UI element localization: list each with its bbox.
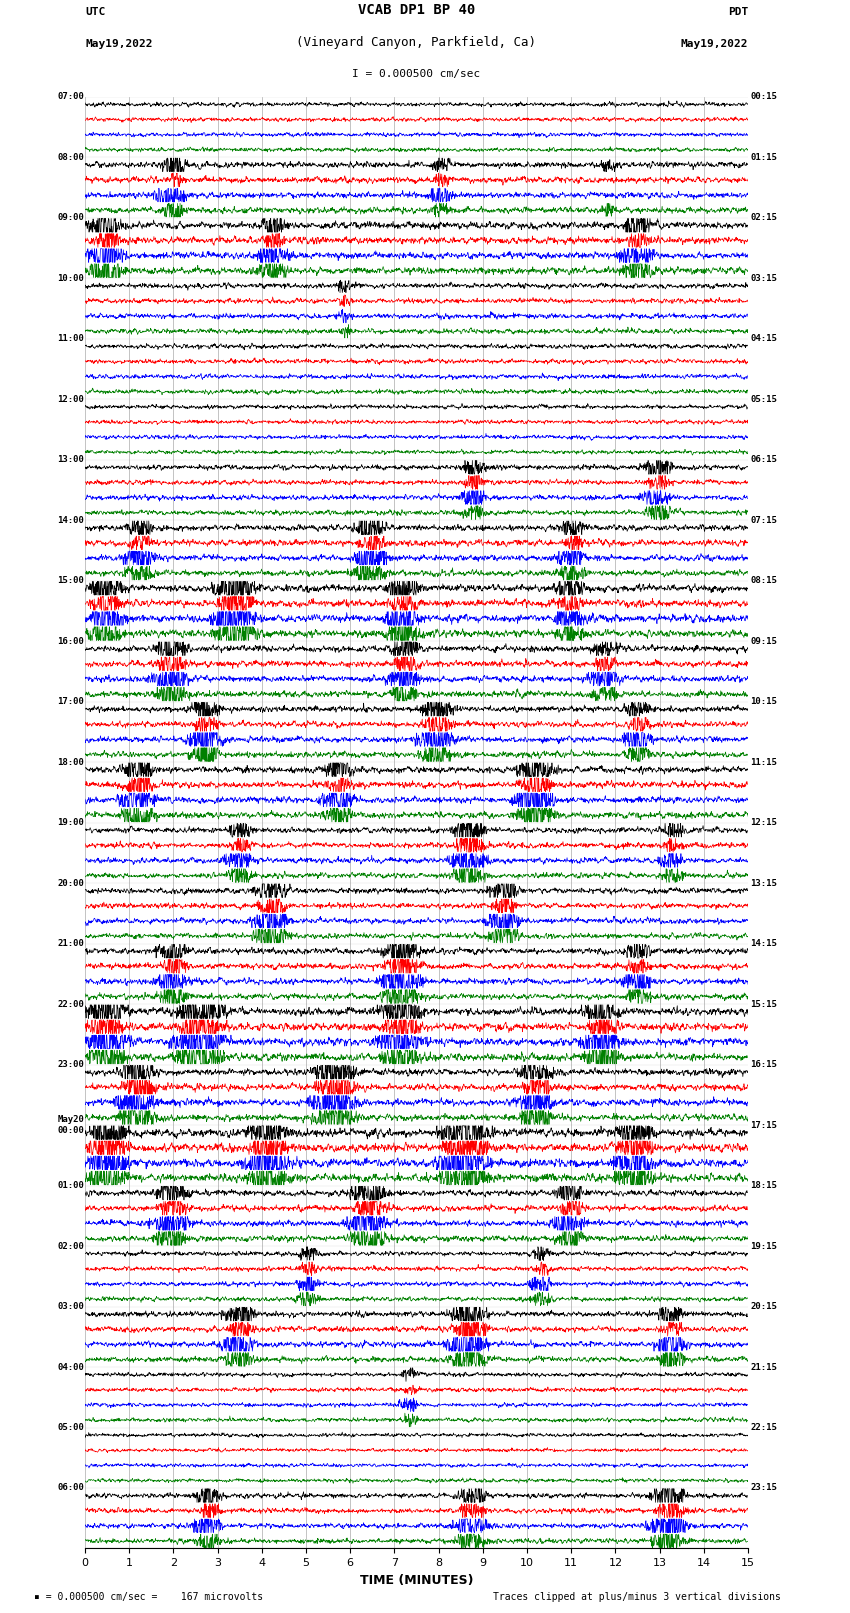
Text: 01:00: 01:00: [57, 1181, 84, 1190]
Text: 22:15: 22:15: [751, 1423, 777, 1432]
Text: May19,2022: May19,2022: [681, 39, 748, 48]
Text: 17:15: 17:15: [751, 1121, 777, 1129]
Text: 21:00: 21:00: [57, 939, 84, 948]
Text: 13:15: 13:15: [751, 879, 777, 887]
Text: 08:15: 08:15: [751, 576, 777, 586]
Text: 18:00: 18:00: [57, 758, 84, 766]
Text: 08:00: 08:00: [57, 153, 84, 161]
Text: May20
00:00: May20 00:00: [57, 1115, 84, 1136]
Text: 07:00: 07:00: [57, 92, 84, 102]
Text: 00:15: 00:15: [751, 92, 777, 102]
Text: 09:15: 09:15: [751, 637, 777, 645]
Text: 06:00: 06:00: [57, 1484, 84, 1492]
Text: 03:15: 03:15: [751, 274, 777, 282]
Text: ▪ = 0.000500 cm/sec =    167 microvolts: ▪ = 0.000500 cm/sec = 167 microvolts: [34, 1592, 264, 1602]
Text: 06:15: 06:15: [751, 455, 777, 465]
Text: 16:15: 16:15: [751, 1060, 777, 1069]
Text: 14:15: 14:15: [751, 939, 777, 948]
Text: 11:15: 11:15: [751, 758, 777, 766]
Text: 12:15: 12:15: [751, 818, 777, 827]
X-axis label: TIME (MINUTES): TIME (MINUTES): [360, 1574, 473, 1587]
Text: 16:00: 16:00: [57, 637, 84, 645]
Text: VCAB DP1 BP 40: VCAB DP1 BP 40: [358, 3, 475, 18]
Text: 01:15: 01:15: [751, 153, 777, 161]
Text: Traces clipped at plus/minus 3 vertical divisions: Traces clipped at plus/minus 3 vertical …: [493, 1592, 781, 1602]
Text: I = 0.000500 cm/sec: I = 0.000500 cm/sec: [353, 69, 480, 79]
Text: 09:00: 09:00: [57, 213, 84, 223]
Text: 17:00: 17:00: [57, 697, 84, 706]
Text: 13:00: 13:00: [57, 455, 84, 465]
Text: 03:00: 03:00: [57, 1302, 84, 1311]
Text: 02:15: 02:15: [751, 213, 777, 223]
Text: 20:00: 20:00: [57, 879, 84, 887]
Text: 11:00: 11:00: [57, 334, 84, 344]
Text: 07:15: 07:15: [751, 516, 777, 524]
Text: 04:15: 04:15: [751, 334, 777, 344]
Text: 23:15: 23:15: [751, 1484, 777, 1492]
Text: 02:00: 02:00: [57, 1242, 84, 1250]
Text: (Vineyard Canyon, Parkfield, Ca): (Vineyard Canyon, Parkfield, Ca): [297, 35, 536, 48]
Text: 21:15: 21:15: [751, 1363, 777, 1371]
Text: 22:00: 22:00: [57, 1000, 84, 1008]
Text: 19:15: 19:15: [751, 1242, 777, 1250]
Text: 10:15: 10:15: [751, 697, 777, 706]
Text: 20:15: 20:15: [751, 1302, 777, 1311]
Text: 15:00: 15:00: [57, 576, 84, 586]
Text: May19,2022: May19,2022: [85, 39, 152, 48]
Text: 19:00: 19:00: [57, 818, 84, 827]
Text: 10:00: 10:00: [57, 274, 84, 282]
Text: UTC: UTC: [85, 6, 105, 18]
Text: 05:00: 05:00: [57, 1423, 84, 1432]
Text: 23:00: 23:00: [57, 1060, 84, 1069]
Text: 18:15: 18:15: [751, 1181, 777, 1190]
Text: 12:00: 12:00: [57, 395, 84, 403]
Text: PDT: PDT: [728, 6, 748, 18]
Text: 05:15: 05:15: [751, 395, 777, 403]
Text: 14:00: 14:00: [57, 516, 84, 524]
Text: 04:00: 04:00: [57, 1363, 84, 1371]
Text: 15:15: 15:15: [751, 1000, 777, 1008]
